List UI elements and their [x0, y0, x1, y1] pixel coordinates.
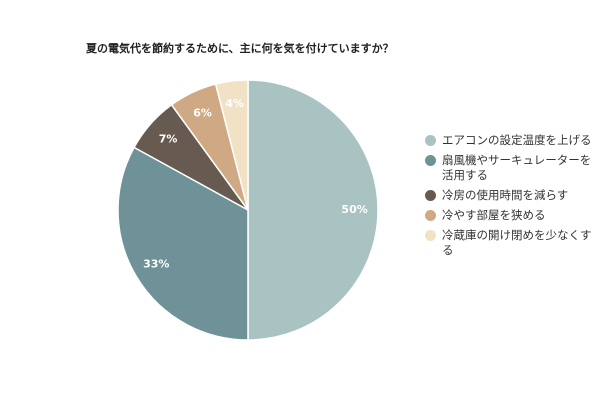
- legend-swatch: [425, 190, 436, 201]
- slice-value-label: 7%: [159, 133, 178, 146]
- slice-value-label: 33%: [143, 257, 169, 270]
- legend-swatch: [425, 210, 436, 221]
- legend-item[interactable]: 冷蔵庫の開け閉めを少なくする: [425, 228, 600, 258]
- pie-slice[interactable]: [247, 79, 379, 341]
- legend-label: 扇風機やサーキュレーターを活用する: [442, 153, 592, 182]
- chart-title: 夏の電気代を節約するために、主に何を気を付けていますか？: [86, 42, 394, 55]
- legend-item[interactable]: 扇風機やサーキュレーターを活用する: [425, 153, 600, 183]
- legend-swatch: [425, 230, 436, 241]
- pie-slice[interactable]: [117, 146, 249, 341]
- legend-label: 冷やす部屋を狭める: [442, 208, 546, 222]
- legend-swatch: [425, 135, 436, 146]
- pie-slice[interactable]: [214, 79, 249, 211]
- legend: エアコンの設定温度を上げる 扇風機やサーキュレーターを活用する 冷房の使用時間を…: [425, 133, 600, 263]
- slice-value-label: 50%: [341, 203, 367, 216]
- legend-item[interactable]: エアコンの設定温度を上げる: [425, 133, 600, 148]
- legend-label: エアコンの設定温度を上げる: [442, 133, 592, 147]
- legend-label: 冷房の使用時間を減らす: [442, 188, 569, 202]
- legend-label: 冷蔵庫の開け閉めを少なくする: [442, 228, 592, 257]
- legend-item[interactable]: 冷やす部屋を狭める: [425, 208, 600, 223]
- slice-value-label: 6%: [193, 107, 212, 120]
- slice-value-label: 4%: [225, 97, 244, 110]
- legend-swatch: [425, 155, 436, 166]
- legend-item[interactable]: 冷房の使用時間を減らす: [425, 188, 600, 203]
